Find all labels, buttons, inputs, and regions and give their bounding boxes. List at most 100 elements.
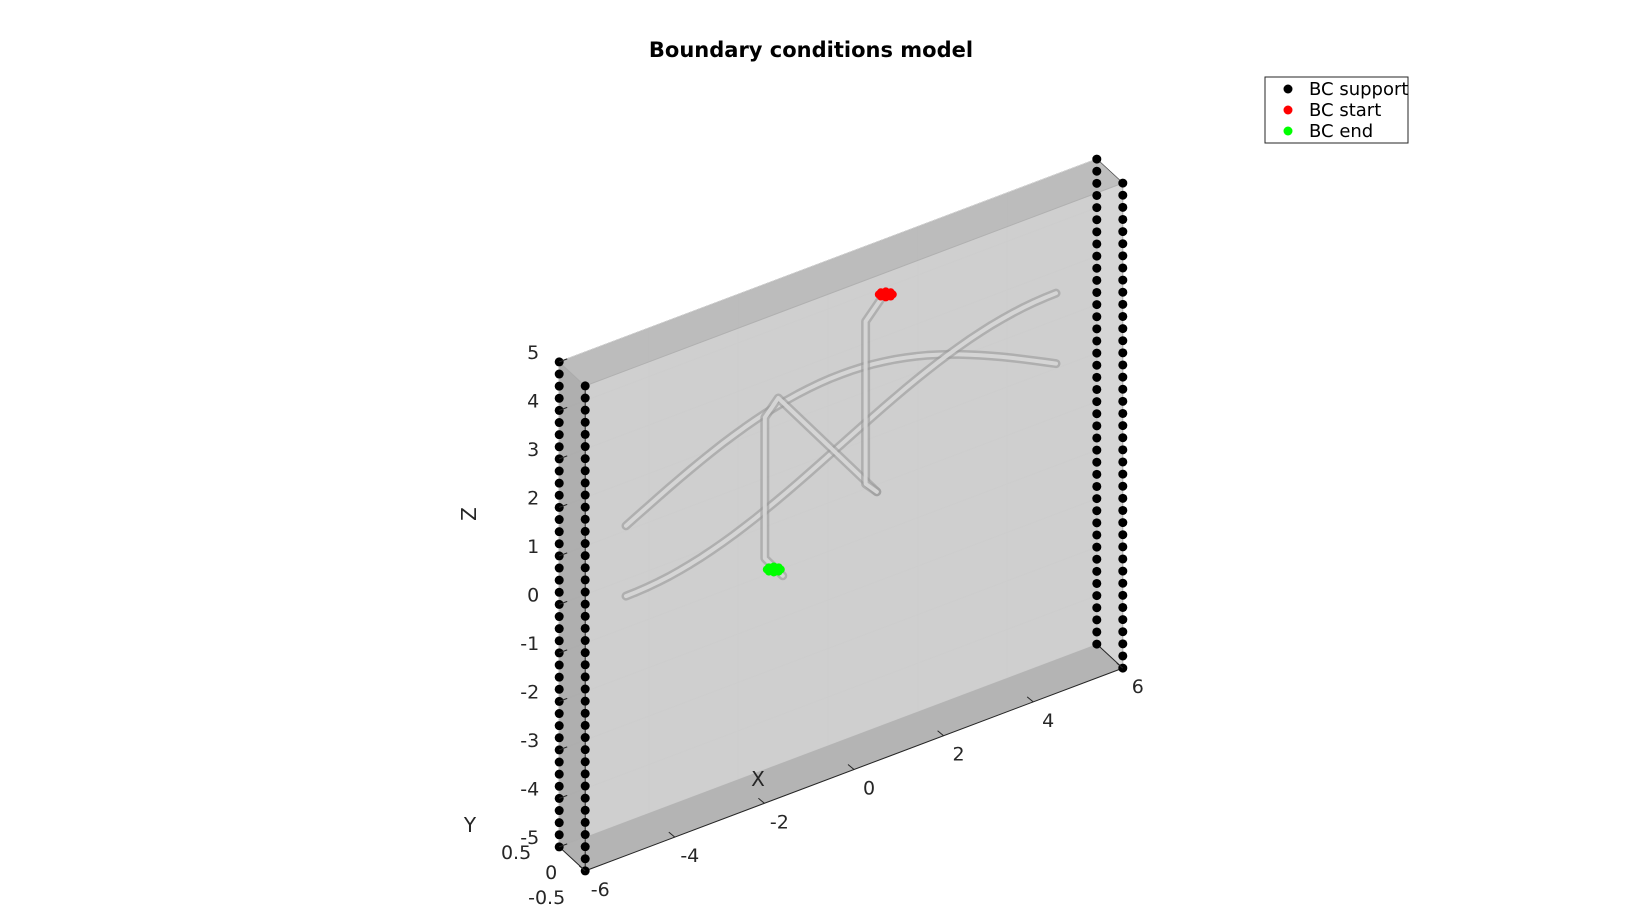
x-tick [578,865,586,872]
marker-bc-support [580,490,590,500]
curve-upper-core [624,352,1058,528]
marker-bc-support [1092,554,1102,564]
marker-bc-support [554,830,564,840]
marker-bc-support [1118,481,1128,491]
marker-bc-support [554,721,564,731]
marker-bc-support [1092,178,1102,188]
marker-bc-support [1118,566,1128,576]
z-tick-label: -1 [520,633,539,655]
marker-bc-support [1118,227,1128,237]
marker-bc-support [1092,312,1102,322]
x-tick [758,797,765,804]
marker-bc-support [580,696,590,706]
marker-bc-support [580,817,590,827]
marker-bc-support [580,405,590,415]
marker-bc-support [554,636,564,646]
marker-bc-support [554,806,564,816]
legend: BC support BC start BC end [1264,76,1409,144]
legend-label-bc-end: BC end [1309,121,1373,142]
x-tick-label: 6 [1132,676,1144,698]
marker-bc-support [554,466,564,476]
marker-bc-support [1092,421,1102,431]
marker-bc-support [1118,469,1128,479]
marker-bc-support [1092,506,1102,516]
marker-bc-support [1118,239,1128,249]
marker-bc-support [1118,384,1128,394]
marker-bc-support [580,636,590,646]
marker-bc-support [580,781,590,791]
marker-bc-support [580,745,590,755]
legend-marker-bc-end [1283,126,1293,136]
marker-bc-support [1118,590,1128,600]
marker-bc-support [580,733,590,743]
x-axis-label: X [751,767,765,791]
marker-bc-support [1118,578,1128,588]
legend-marker-bc-support [1283,84,1293,94]
marker-bc-support [1118,433,1128,443]
z-tick-label: -4 [520,778,539,800]
marker-bc-end [774,563,783,572]
z-tick [559,503,568,508]
x-tick-label: 2 [953,744,965,766]
plate-left-face [559,361,586,871]
z-tick-label: -2 [520,681,539,703]
marker-bc-support [580,611,590,621]
marker-bc-support [1092,518,1102,528]
marker-bc-support [1092,154,1102,164]
marker-bc-support [554,769,564,779]
marker-bc-support [1118,202,1128,212]
marker-bc-support [554,418,564,428]
z-tick [559,746,568,751]
marker-bc-support [580,587,590,597]
marker-bc-support [1092,263,1102,273]
marker-bc-support [554,709,564,719]
z-tick-label: -5 [520,827,539,849]
marker-bc-support [580,793,590,803]
marker-bc-support [580,599,590,609]
legend-label-bc-start: BC start [1309,100,1381,121]
marker-bc-support [1118,251,1128,261]
marker-bc-support [1118,421,1128,431]
marker-bc-support [554,490,564,500]
x-tick [847,764,855,770]
marker-bc-support [1092,360,1102,370]
marker-bc-support [1092,372,1102,382]
marker-bc-support [1092,494,1102,504]
marker-bc-support [580,757,590,767]
marker-bc-support [580,539,590,549]
x-tick [1026,696,1034,703]
x-tick-label: -4 [680,845,699,867]
marker-bc-support [1092,445,1102,455]
x-tick-label: -6 [591,879,610,901]
y-axis-label: Y [463,813,477,837]
z-tick-label: 2 [527,487,539,509]
marker-bc-support [580,648,590,658]
marker-bc-support [554,672,564,682]
marker-bc-support [1118,639,1128,649]
marker-bc-support [580,684,590,694]
x-tick [668,831,676,838]
marker-bc-support [1092,627,1102,637]
x-tick [1116,662,1124,669]
marker-bc-support [580,805,590,815]
marker-bc-support [1092,203,1102,213]
curve-lower-core [624,291,1058,599]
marker-bc-support [1092,275,1102,285]
marker-bc-support [1118,275,1128,285]
marker-bc-support [580,478,590,488]
chart-title: Boundary conditions model [649,38,973,62]
marker-bc-support [554,612,564,622]
plate-bottom-face [559,644,1123,871]
marker-bc-support [1092,348,1102,358]
marker-bc-support [554,684,564,694]
marker-bc-support [1118,299,1128,309]
z-tick-label: 4 [527,390,539,412]
marker-bc-support [554,539,564,549]
marker-bc-support [1092,324,1102,334]
marker-bc-support [554,587,564,597]
marker-bc-support [554,624,564,634]
marker-bc-support [1118,190,1128,200]
marker-bc-support [1092,239,1102,249]
marker-bc-support [580,526,590,536]
marker-bc-support [1092,384,1102,394]
